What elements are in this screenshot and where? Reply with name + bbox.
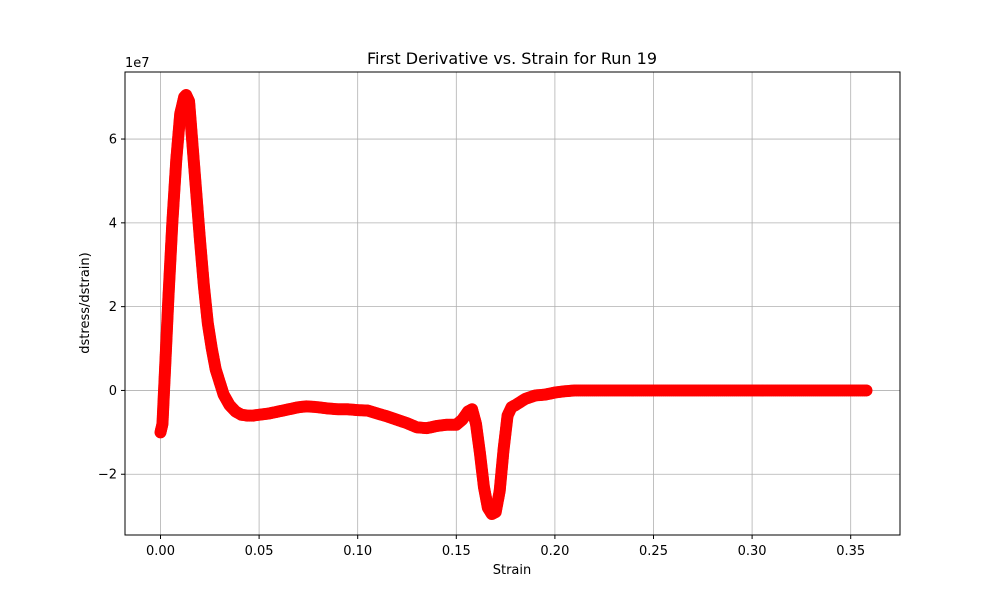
data-point [860,384,873,397]
x-tick-label: 0.00 [146,544,175,559]
y-tick-label: 0 [109,384,117,399]
y-tick-label: 2 [109,300,117,315]
y-tick-label: 4 [109,216,117,231]
plot-frame [124,71,901,536]
chart-title: First Derivative vs. Strain for Run 19 [367,49,657,68]
x-axis-label: Strain [493,563,532,578]
x-tick-label: 0.30 [738,544,767,559]
y-tick-label: −2 [98,468,117,483]
x-tick-label: 0.05 [245,544,274,559]
y-tick-label: 6 [109,133,117,148]
x-axis: 0.00 0.05 0.10 0.15 0.20 0.25 0.30 0.35 [146,535,865,559]
x-tick-label: 0.15 [442,544,471,559]
y-axis-label: dstress/dstrain) [78,252,93,353]
x-tick-label: 0.25 [639,544,668,559]
y-offset-text: 1e7 [125,56,150,71]
data-series [154,89,873,521]
x-tick-label: 0.10 [343,544,372,559]
x-tick-label: 0.20 [540,544,569,559]
x-tick-label: 0.35 [836,544,865,559]
y-axis: −2 0 2 4 6 [98,133,125,483]
